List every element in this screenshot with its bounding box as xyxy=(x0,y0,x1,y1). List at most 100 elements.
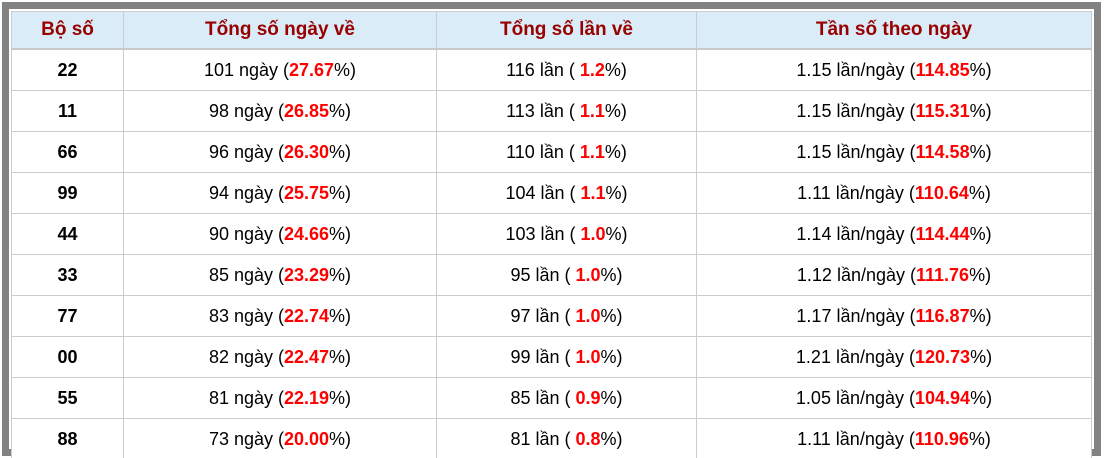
frequency-percent: 111.76 xyxy=(916,264,970,285)
times-close: %) xyxy=(600,346,623,367)
table-row: 11 98 ngày (26.85%) 113 lần ( 1.1%) 1.15… xyxy=(11,90,1092,132)
days-close: %) xyxy=(329,346,352,367)
times-percent: 1.1 xyxy=(580,182,606,203)
frequency-text: 1.11 lần/ngày ( xyxy=(797,182,915,203)
days-percent: 23.29 xyxy=(284,264,330,285)
days-percent: 22.74 xyxy=(284,305,330,326)
pair-cell: 55 xyxy=(11,377,124,419)
header-times: Tổng số lần về xyxy=(436,11,697,50)
frequency-percent: 110.64 xyxy=(914,182,969,203)
days-percent: 22.19 xyxy=(284,387,330,408)
frequency-cell: 1.15 lần/ngày (115.31%) xyxy=(696,90,1092,132)
pair-cell: 99 xyxy=(11,172,124,214)
times-close: %) xyxy=(604,141,627,162)
frequency-text: 1.15 lần/ngày ( xyxy=(796,100,916,121)
times-percent: 0.8 xyxy=(575,428,601,449)
days-text: 101 ngày ( xyxy=(203,59,289,80)
times-percent: 1.1 xyxy=(579,141,605,162)
days-cell: 90 ngày (24.66%) xyxy=(123,213,437,255)
table-row: 66 96 ngày (26.30%) 110 lần ( 1.1%) 1.15… xyxy=(11,131,1092,173)
frequency-cell: 1.11 lần/ngày (110.96%) xyxy=(696,418,1092,458)
frequency-text: 1.12 lần/ngày ( xyxy=(796,264,916,285)
table-row: 44 90 ngày (24.66%) 103 lần ( 1.0%) 1.14… xyxy=(11,213,1092,255)
header-row: Bộ số Tổng số ngày về Tổng số lần về Tần… xyxy=(11,11,1092,50)
frequency-percent: 115.31 xyxy=(915,100,970,121)
frequency-close: %) xyxy=(968,428,991,449)
days-percent: 22.47 xyxy=(284,346,330,367)
days-close: %) xyxy=(334,59,357,80)
times-text: 103 lần ( xyxy=(505,223,581,244)
lottery-pair-stats-table: Bộ số Tổng số ngày về Tổng số lần về Tần… xyxy=(11,11,1092,458)
frequency-cell: 1.15 lần/ngày (114.85%) xyxy=(696,48,1092,91)
times-close: %) xyxy=(604,100,627,121)
pair-cell: 11 xyxy=(11,90,124,132)
table-row: 88 73 ngày (20.00%) 81 lần ( 0.8%) 1.11 … xyxy=(11,418,1092,458)
times-cell: 85 lần ( 0.9%) xyxy=(436,377,697,419)
days-text: 90 ngày ( xyxy=(208,223,284,244)
days-percent: 26.85 xyxy=(284,100,330,121)
header-pair: Bộ số xyxy=(11,11,124,50)
table-body: 22 101 ngày (27.67%) 116 lần ( 1.2%) 1.1… xyxy=(11,48,1092,458)
pair-cell: 44 xyxy=(11,213,124,255)
days-close: %) xyxy=(329,428,352,449)
frequency-text: 1.15 lần/ngày ( xyxy=(796,59,916,80)
days-close: %) xyxy=(329,305,352,326)
times-close: %) xyxy=(605,223,628,244)
frequency-close: %) xyxy=(969,59,992,80)
table-row: 22 101 ngày (27.67%) 116 lần ( 1.2%) 1.1… xyxy=(11,48,1092,91)
table-row: 00 82 ngày (22.47%) 99 lần ( 1.0%) 1.21 … xyxy=(11,336,1092,378)
frequency-percent: 104.94 xyxy=(915,387,971,408)
times-cell: 103 lần ( 1.0%) xyxy=(436,213,697,255)
table-header: Bộ số Tổng số ngày về Tổng số lần về Tần… xyxy=(11,11,1092,50)
frequency-cell: 1.11 lần/ngày (110.64%) xyxy=(696,172,1092,214)
frequency-close: %) xyxy=(969,100,992,121)
header-frequency: Tần số theo ngày xyxy=(696,11,1092,50)
times-text: 113 lần ( xyxy=(506,100,580,121)
times-cell: 95 lần ( 1.0%) xyxy=(436,254,697,296)
times-close: %) xyxy=(600,387,623,408)
days-close: %) xyxy=(329,182,352,203)
table-row: 99 94 ngày (25.75%) 104 lần ( 1.1%) 1.11… xyxy=(11,172,1092,214)
frequency-close: %) xyxy=(969,305,992,326)
days-text: 83 ngày ( xyxy=(208,305,284,326)
days-percent: 20.00 xyxy=(284,428,330,449)
days-text: 98 ngày ( xyxy=(208,100,284,121)
times-text: 85 lần ( xyxy=(510,387,576,408)
frequency-cell: 1.21 lần/ngày (120.73%) xyxy=(696,336,1092,378)
times-percent: 1.0 xyxy=(575,305,601,326)
days-close: %) xyxy=(329,264,352,285)
days-close: %) xyxy=(329,100,352,121)
days-cell: 83 ngày (22.74%) xyxy=(123,295,437,337)
frequency-close: %) xyxy=(969,223,992,244)
times-cell: 116 lần ( 1.2%) xyxy=(436,48,697,91)
frequency-percent: 114.58 xyxy=(915,141,970,162)
times-close: %) xyxy=(600,264,623,285)
days-percent: 27.67 xyxy=(289,59,335,80)
frequency-text: 1.15 lần/ngày ( xyxy=(796,141,916,162)
frequency-cell: 1.05 lần/ngày (104.94%) xyxy=(696,377,1092,419)
pair-cell: 77 xyxy=(11,295,124,337)
days-text: 94 ngày ( xyxy=(208,182,284,203)
days-text: 96 ngày ( xyxy=(208,141,284,162)
times-percent: 1.0 xyxy=(580,223,606,244)
days-cell: 81 ngày (22.19%) xyxy=(123,377,437,419)
frequency-text: 1.17 lần/ngày ( xyxy=(796,305,916,326)
frequency-close: %) xyxy=(970,387,993,408)
times-close: %) xyxy=(600,305,623,326)
frequency-text: 1.21 lần/ngày ( xyxy=(795,346,916,367)
frequency-cell: 1.15 lần/ngày (114.58%) xyxy=(696,131,1092,173)
days-close: %) xyxy=(329,223,352,244)
times-text: 110 lần ( xyxy=(506,141,580,162)
times-percent: 1.1 xyxy=(579,100,605,121)
times-close: %) xyxy=(604,59,627,80)
frequency-cell: 1.14 lần/ngày (114.44%) xyxy=(696,213,1092,255)
times-text: 97 lần ( xyxy=(510,305,576,326)
days-percent: 26.30 xyxy=(284,141,330,162)
days-percent: 25.75 xyxy=(284,182,330,203)
times-text: 95 lần ( xyxy=(510,264,576,285)
header-days: Tổng số ngày về xyxy=(123,11,437,50)
frequency-text: 1.11 lần/ngày ( xyxy=(797,428,915,449)
days-cell: 85 ngày (23.29%) xyxy=(123,254,437,296)
table-row: 55 81 ngày (22.19%) 85 lần ( 0.9%) 1.05 … xyxy=(11,377,1092,419)
